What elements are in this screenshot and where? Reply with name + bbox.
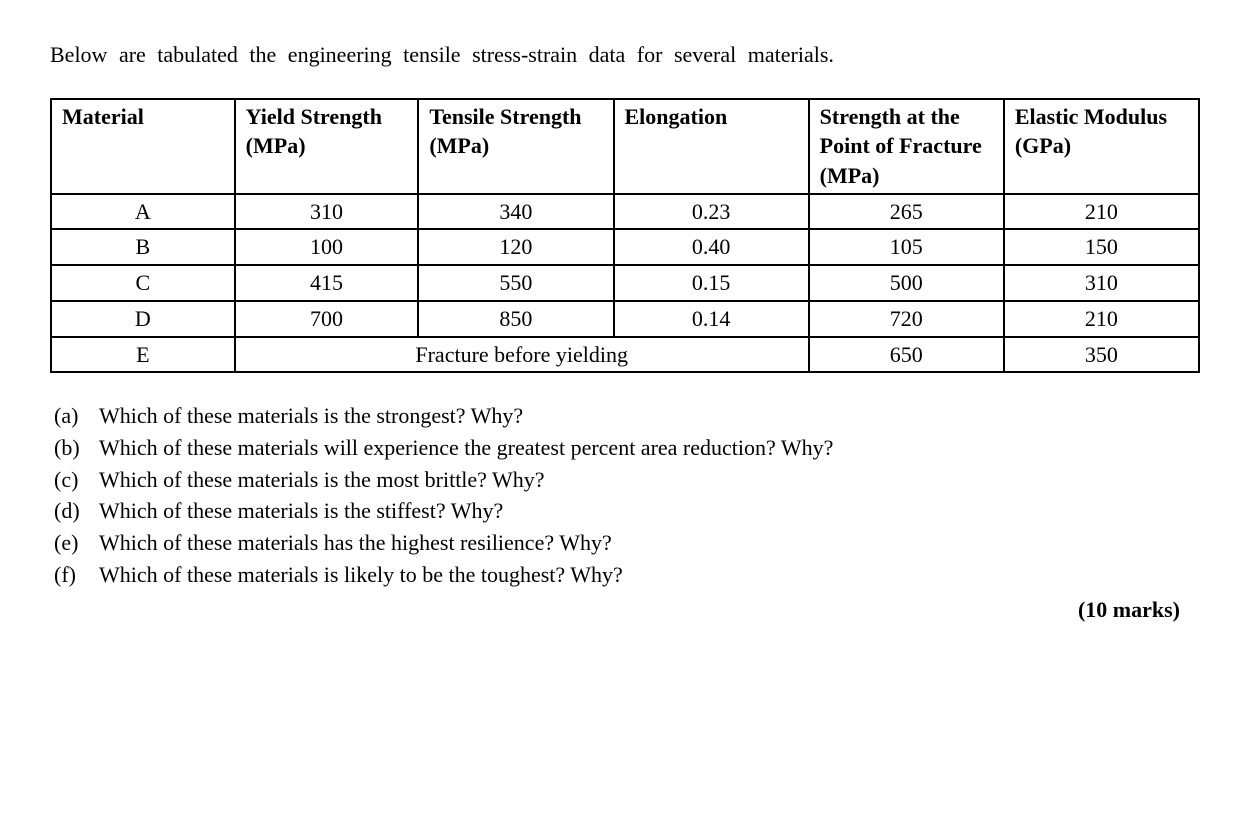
col-header: Tensile Strength (MPa) [418, 99, 613, 194]
table-cell: E [51, 337, 235, 373]
table-row: B1001200.40105150 [51, 229, 1199, 265]
question-list: (a)Which of these materials is the stron… [50, 401, 1200, 589]
question-item: (a)Which of these materials is the stron… [50, 401, 1200, 431]
col-header: Elastic Modulus (GPa) [1004, 99, 1199, 194]
question-text: Which of these materials is the stiffest… [99, 496, 1200, 526]
table-cell: 0.23 [614, 194, 809, 230]
table-cell: 0.14 [614, 301, 809, 337]
table-cell: 150 [1004, 229, 1199, 265]
table-cell: 500 [809, 265, 1004, 301]
question-text: Which of these materials will experience… [99, 433, 1200, 463]
intro-text: Below are tabulated the engineering tens… [50, 40, 1200, 70]
question-text: Which of these materials has the highest… [99, 528, 1200, 558]
table-cell: D [51, 301, 235, 337]
table-cell: 100 [235, 229, 419, 265]
question-label: (b) [50, 433, 99, 463]
table-row: EFracture before yielding650350 [51, 337, 1199, 373]
table-cell: 340 [418, 194, 613, 230]
question-item: (d)Which of these materials is the stiff… [50, 496, 1200, 526]
question-label: (c) [50, 465, 99, 495]
question-item: (c)Which of these materials is the most … [50, 465, 1200, 495]
table-cell: 120 [418, 229, 613, 265]
question-item: (f)Which of these materials is likely to… [50, 560, 1200, 590]
table-cell: 850 [418, 301, 613, 337]
table-cell: 310 [235, 194, 419, 230]
table-cell: 550 [418, 265, 613, 301]
col-header: Elongation [614, 99, 809, 194]
table-cell: 105 [809, 229, 1004, 265]
table-cell: 265 [809, 194, 1004, 230]
col-header: Material [51, 99, 235, 194]
table-cell: C [51, 265, 235, 301]
col-header: Strength at the Point of Fracture (MPa) [809, 99, 1004, 194]
table-cell: 415 [235, 265, 419, 301]
table-cell-span: Fracture before yielding [235, 337, 809, 373]
table-row: D7008500.14720210 [51, 301, 1199, 337]
table-cell: 650 [809, 337, 1004, 373]
table-cell: 350 [1004, 337, 1199, 373]
marks-label: (10 marks) [50, 595, 1200, 625]
question-text: Which of these materials is the most bri… [99, 465, 1200, 495]
col-header: Yield Strength (MPa) [235, 99, 419, 194]
table-cell: 0.40 [614, 229, 809, 265]
question-label: (f) [50, 560, 99, 590]
question-label: (d) [50, 496, 99, 526]
table-cell: 310 [1004, 265, 1199, 301]
table-cell: 700 [235, 301, 419, 337]
question-text: Which of these materials is likely to be… [99, 560, 1200, 590]
table-row: A3103400.23265210 [51, 194, 1199, 230]
table-cell: 210 [1004, 301, 1199, 337]
table-row: C4155500.15500310 [51, 265, 1199, 301]
question-text: Which of these materials is the stronges… [99, 401, 1200, 431]
table-cell: B [51, 229, 235, 265]
table-header-row: Material Yield Strength (MPa) Tensile St… [51, 99, 1199, 194]
question-item: (b)Which of these materials will experie… [50, 433, 1200, 463]
table-cell: 0.15 [614, 265, 809, 301]
materials-table: Material Yield Strength (MPa) Tensile St… [50, 98, 1200, 374]
question-label: (a) [50, 401, 99, 431]
table-cell: A [51, 194, 235, 230]
table-cell: 720 [809, 301, 1004, 337]
table-cell: 210 [1004, 194, 1199, 230]
question-item: (e)Which of these materials has the high… [50, 528, 1200, 558]
question-label: (e) [50, 528, 99, 558]
